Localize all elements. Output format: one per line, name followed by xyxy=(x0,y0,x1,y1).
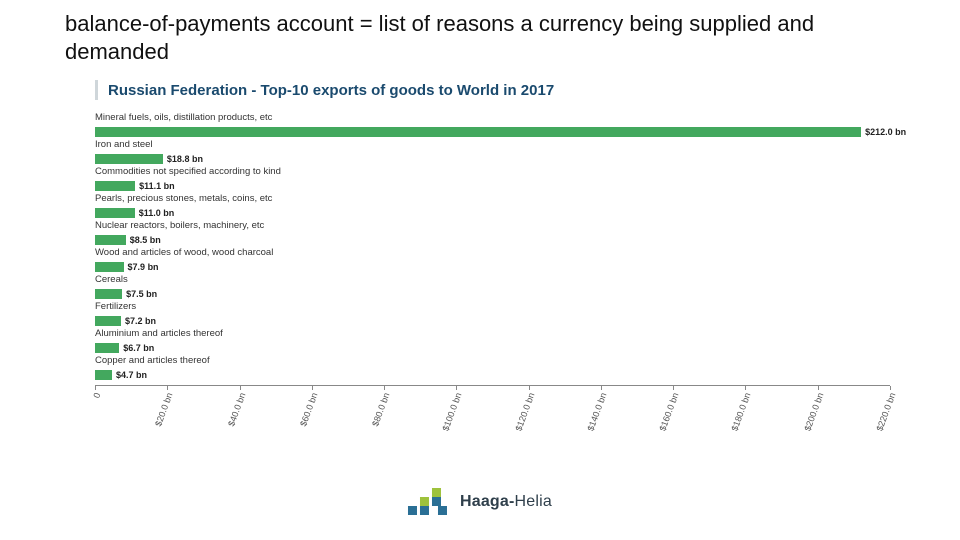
chart-bar-value: $6.7 bn xyxy=(123,343,154,353)
axis-tick-label: $180.0 bn xyxy=(730,391,753,432)
axis-tick-label: $120.0 bn xyxy=(513,391,536,432)
chart-row-label: Cereals xyxy=(95,274,915,285)
haaga-helia-logo: Haaga-Helia xyxy=(408,488,552,516)
chart-row: Iron and steel $18.8 bn xyxy=(95,139,915,165)
chart-bar-line: $11.1 bn xyxy=(95,179,915,192)
chart-bar xyxy=(95,262,124,272)
axis-tick-label: $20.0 bn xyxy=(153,391,174,427)
axis-tick-label: $80.0 bn xyxy=(370,391,391,427)
chart-bar-line: $18.8 bn xyxy=(95,152,915,165)
chart-row-label: Commodities not specified according to k… xyxy=(95,166,915,177)
chart-bar-line: $8.5 bn xyxy=(95,233,915,246)
chart-title-accent xyxy=(95,80,98,100)
logo-square xyxy=(420,506,429,515)
chart-bar xyxy=(95,127,861,137)
chart-bar-value: $212.0 bn xyxy=(865,127,906,137)
chart-row-label: Pearls, precious stones, metals, coins, … xyxy=(95,193,915,204)
chart-bar xyxy=(95,289,122,299)
chart-title: Russian Federation - Top-10 exports of g… xyxy=(108,82,554,99)
chart-bar xyxy=(95,154,163,164)
chart-bar-value: $4.7 bn xyxy=(116,370,147,380)
slide: balance-of-payments account = list of re… xyxy=(0,0,960,540)
logo-square xyxy=(432,497,441,506)
chart-bar xyxy=(95,316,121,326)
chart-row: Pearls, precious stones, metals, coins, … xyxy=(95,193,915,219)
chart-row-label: Fertilizers xyxy=(95,301,915,312)
logo-square xyxy=(432,488,441,497)
axis-tick-label: $100.0 bn xyxy=(441,391,464,432)
chart-row-label: Copper and articles thereof xyxy=(95,355,915,366)
chart-row: Mineral fuels, oils, distillation produc… xyxy=(95,112,915,138)
chart-row: Copper and articles thereof $4.7 bn xyxy=(95,355,915,381)
chart-bar-line: $7.5 bn xyxy=(95,287,915,300)
chart-bar-value: $11.0 bn xyxy=(139,208,175,218)
chart-bar-value: $18.8 bn xyxy=(167,154,203,164)
axis-tick-label: $60.0 bn xyxy=(298,391,319,427)
axis-tick-label: $200.0 bn xyxy=(802,391,825,432)
axis-tick-label: $140.0 bn xyxy=(585,391,608,432)
chart-bar xyxy=(95,208,135,218)
axis-tick-label: $40.0 bn xyxy=(226,391,247,427)
chart-row: Cereals $7.5 bn xyxy=(95,274,915,300)
chart-bars-area: Mineral fuels, oils, distillation produc… xyxy=(95,112,915,381)
chart-row: Fertilizers $7.2 bn xyxy=(95,301,915,327)
axis-tick-label: 0 xyxy=(91,391,102,399)
exports-bar-chart: Russian Federation - Top-10 exports of g… xyxy=(95,80,915,446)
page-title: balance-of-payments account = list of re… xyxy=(65,10,905,65)
chart-bar-line: $7.9 bn xyxy=(95,260,915,273)
chart-row: Wood and articles of wood, wood charcoal… xyxy=(95,247,915,273)
chart-row-label: Mineral fuels, oils, distillation produc… xyxy=(95,112,915,123)
logo-icon xyxy=(408,488,452,516)
chart-bar-line: $11.0 bn xyxy=(95,206,915,219)
chart-x-axis: 0$20.0 bn$40.0 bn$60.0 bn$80.0 bn$100.0 … xyxy=(95,385,890,446)
chart-bar xyxy=(95,235,126,245)
chart-bar-line: $4.7 bn xyxy=(95,368,915,381)
chart-bar xyxy=(95,370,112,380)
logo-square xyxy=(408,506,417,515)
chart-title-row: Russian Federation - Top-10 exports of g… xyxy=(95,80,915,100)
chart-bar-line: $212.0 bn xyxy=(95,125,915,138)
chart-row: Commodities not specified according to k… xyxy=(95,166,915,192)
chart-bar-value: $7.2 bn xyxy=(125,316,156,326)
chart-row: Nuclear reactors, boilers, machinery, et… xyxy=(95,220,915,246)
logo-text: Haaga-Helia xyxy=(460,493,552,511)
chart-bar-line: $7.2 bn xyxy=(95,314,915,327)
logo-square xyxy=(438,506,447,515)
axis-tick-label: $220.0 bn xyxy=(874,391,897,432)
chart-row-label: Aluminium and articles thereof xyxy=(95,328,915,339)
logo-text-bold: Haaga- xyxy=(460,493,515,510)
chart-bar-value: $11.1 bn xyxy=(139,181,175,191)
chart-bar-value: $8.5 bn xyxy=(130,235,161,245)
chart-row-label: Nuclear reactors, boilers, machinery, et… xyxy=(95,220,915,231)
chart-row-label: Wood and articles of wood, wood charcoal xyxy=(95,247,915,258)
logo-text-rest: Helia xyxy=(515,493,552,510)
chart-row: Aluminium and articles thereof $6.7 bn xyxy=(95,328,915,354)
logo-square xyxy=(420,497,429,506)
chart-bar-value: $7.5 bn xyxy=(126,289,157,299)
chart-bar xyxy=(95,181,135,191)
axis-tick-label: $160.0 bn xyxy=(658,391,681,432)
chart-bar xyxy=(95,343,119,353)
chart-row-label: Iron and steel xyxy=(95,139,915,150)
chart-bar-line: $6.7 bn xyxy=(95,341,915,354)
chart-bar-value: $7.9 bn xyxy=(128,262,159,272)
